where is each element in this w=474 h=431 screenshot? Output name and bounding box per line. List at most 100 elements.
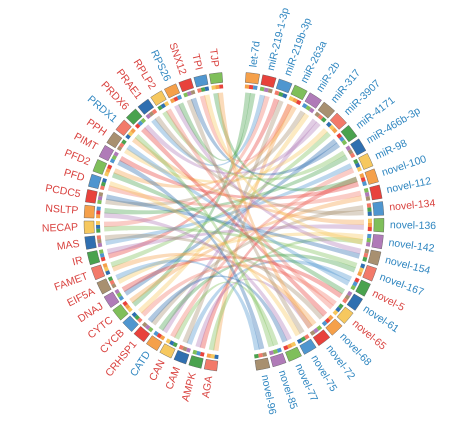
inner-track: [278, 91, 284, 97]
inner-track: [127, 306, 133, 313]
inner-track: [331, 127, 338, 134]
inner-track: [116, 145, 123, 152]
node-arc: [188, 355, 204, 369]
inner-track: [111, 283, 117, 289]
inner-track: [114, 288, 120, 295]
inner-track: [259, 86, 265, 92]
chord: [111, 252, 317, 326]
node-arc: [146, 335, 163, 352]
node-arc: [355, 279, 371, 297]
inner-track: [148, 111, 155, 117]
inner-track: [252, 85, 258, 90]
inner-track: [363, 252, 369, 258]
inner-track: [338, 136, 345, 142]
chord: [151, 94, 266, 167]
inner-track: [182, 346, 188, 352]
inner-track: [367, 211, 372, 216]
inner-track: [118, 295, 125, 301]
node-arc: [299, 338, 317, 355]
node-arc: [86, 250, 101, 266]
inner-track: [159, 335, 166, 341]
node-arc: [96, 278, 112, 295]
chord: [178, 92, 256, 161]
inner-track: [314, 111, 321, 118]
inner-track: [102, 262, 108, 268]
inner-track: [96, 206, 101, 211]
inner-track: [145, 113, 152, 120]
inner-track: [105, 167, 111, 174]
node-arc: [83, 220, 95, 234]
inner-track: [131, 311, 138, 318]
inner-track: [364, 191, 370, 197]
inner-track: [354, 277, 360, 283]
inner-track: [363, 187, 369, 193]
inner-track: [165, 338, 171, 344]
inner-track: [324, 317, 331, 324]
node-arc: [317, 101, 335, 119]
node-label: NECAP: [42, 221, 79, 234]
inner-track: [350, 284, 356, 291]
inner-track: [176, 94, 183, 101]
inner-track: [173, 96, 179, 102]
node-arc: [193, 74, 209, 88]
chord: [105, 194, 361, 259]
inner-track: [122, 300, 128, 307]
inner-track: [341, 139, 348, 146]
inner-track: [141, 321, 148, 328]
node-arc: [336, 306, 354, 324]
inner-track: [359, 173, 365, 179]
inner-track: [151, 108, 158, 115]
node-arc: [358, 153, 374, 170]
node-arc: [346, 293, 363, 311]
node-arc: [92, 159, 108, 175]
inner-track: [354, 162, 361, 169]
node-arc: [350, 138, 367, 156]
inner-track: [156, 332, 162, 339]
chord: [137, 112, 310, 314]
inner-track: [367, 233, 372, 239]
node-arc: [125, 108, 143, 125]
chord: [213, 103, 293, 352]
node-arc: [133, 326, 151, 343]
inner-track: [292, 97, 298, 104]
chord: [111, 172, 346, 295]
inner-track: [360, 177, 366, 183]
node-arc: [290, 84, 308, 101]
node-arc: [329, 112, 347, 130]
inner-track: [244, 84, 250, 89]
inner-track: [100, 256, 106, 262]
inner-track: [345, 145, 352, 152]
node-arc: [88, 173, 102, 189]
chord: [144, 121, 321, 175]
chord: [147, 275, 288, 343]
node-arc: [178, 78, 194, 93]
inner-track: [185, 347, 191, 353]
inner-track: [335, 306, 342, 313]
inner-track: [342, 297, 348, 304]
inner-track: [327, 314, 334, 321]
inner-track: [197, 88, 202, 93]
inner-track: [352, 281, 358, 287]
inner-track: [366, 203, 372, 208]
node-arc: [122, 315, 139, 332]
inner-track: [254, 353, 259, 359]
inner-track: [96, 228, 101, 233]
chord: [140, 264, 337, 317]
inner-track: [365, 241, 371, 247]
chord: [204, 94, 363, 245]
node-arc: [173, 350, 190, 365]
inner-track: [204, 86, 210, 92]
inner-track: [282, 93, 288, 99]
chord: [186, 99, 305, 335]
inner-track: [274, 90, 280, 96]
inner-track: [305, 105, 312, 111]
inner-track: [367, 222, 372, 228]
node-label: TPI: [189, 53, 204, 72]
node-arc: [150, 90, 167, 106]
inner-track: [349, 152, 356, 159]
node-arc: [304, 92, 322, 109]
inner-track: [100, 181, 106, 187]
chord: [104, 225, 358, 269]
inner-track: [361, 181, 367, 187]
inner-track: [303, 334, 310, 340]
